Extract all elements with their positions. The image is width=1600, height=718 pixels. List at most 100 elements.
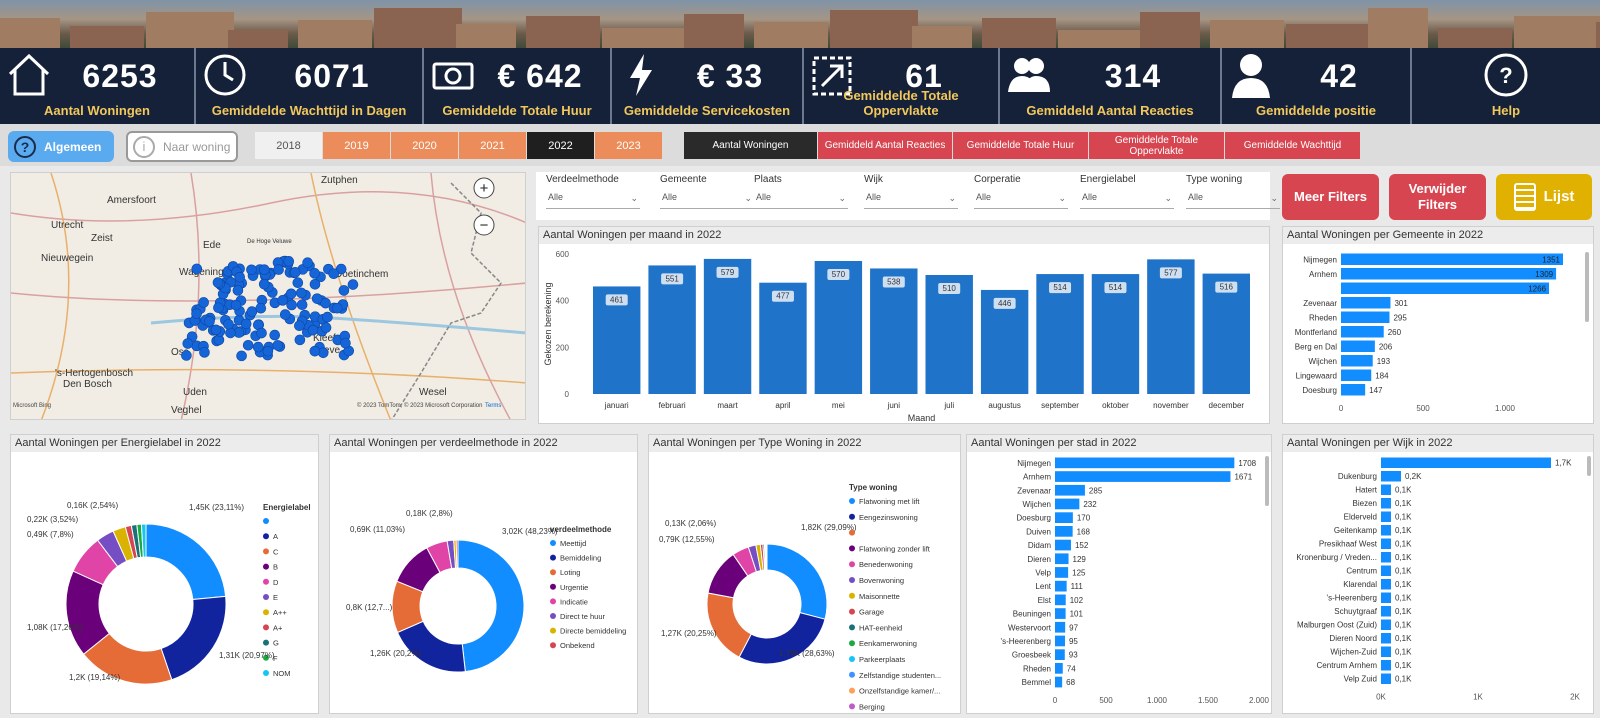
map-point[interactable] bbox=[232, 285, 244, 296]
map-point[interactable] bbox=[331, 302, 343, 314]
map-point[interactable] bbox=[322, 311, 333, 323]
map-point[interactable] bbox=[279, 309, 291, 320]
legend-item[interactable]: Onzelfstandige kamer/... bbox=[859, 687, 940, 696]
map-point[interactable] bbox=[225, 327, 236, 339]
bar[interactable] bbox=[1381, 457, 1551, 469]
filter-energielabel[interactable]: Energielabel Alle ⌄ bbox=[1080, 172, 1178, 220]
scrollbar[interactable] bbox=[1587, 456, 1591, 476]
bar[interactable] bbox=[1341, 268, 1557, 280]
legend-item[interactable]: Loting bbox=[560, 568, 580, 577]
bar[interactable] bbox=[1055, 498, 1080, 510]
legend-item[interactable]: NOM bbox=[273, 669, 291, 678]
map-point[interactable] bbox=[295, 287, 307, 299]
map-point[interactable] bbox=[256, 327, 267, 339]
measure-gemiddelde-totale-oppervlakte[interactable]: Gemiddelde Totale Oppervlakte bbox=[1089, 132, 1224, 159]
legend-item[interactable]: D bbox=[273, 578, 279, 587]
legend-item[interactable]: Flatwoning zonder lift bbox=[859, 544, 931, 553]
bar[interactable] bbox=[1055, 512, 1073, 523]
map-point[interactable] bbox=[191, 263, 203, 275]
map-point[interactable] bbox=[292, 277, 304, 289]
legend-item[interactable]: E bbox=[273, 593, 278, 602]
bar[interactable] bbox=[1381, 498, 1391, 509]
map-point[interactable] bbox=[302, 257, 313, 269]
legend-item[interactable]: Urgentie bbox=[560, 583, 588, 592]
bar[interactable] bbox=[1036, 274, 1084, 394]
bar[interactable] bbox=[1381, 619, 1391, 631]
bar[interactable] bbox=[870, 268, 918, 394]
measure-gemiddelde-totale-huur[interactable]: Gemiddelde Totale Huur bbox=[953, 132, 1088, 159]
filter-verdeelmethode[interactable]: Verdeelmethode Alle ⌄ bbox=[546, 172, 644, 220]
year-2023[interactable]: 2023 bbox=[595, 132, 662, 159]
map-point[interactable] bbox=[286, 299, 297, 311]
map-point[interactable] bbox=[277, 295, 289, 306]
filter-dropdown[interactable]: Alle ⌄ bbox=[1186, 192, 1280, 209]
bar[interactable] bbox=[648, 265, 696, 394]
naar-woning-button[interactable]: i Naar woning bbox=[126, 131, 238, 162]
bar[interactable] bbox=[1055, 635, 1065, 647]
map-point[interactable] bbox=[309, 345, 321, 357]
bar[interactable] bbox=[1147, 259, 1195, 394]
measure-aantal-woningen[interactable]: Aantal Woningen bbox=[684, 132, 817, 159]
donut-slice[interactable] bbox=[706, 592, 752, 658]
bar[interactable] bbox=[1341, 297, 1391, 309]
map-point[interactable] bbox=[204, 316, 215, 327]
measure-gemiddelde-wachttijd[interactable]: Gemiddelde Wachttijd bbox=[1225, 132, 1360, 159]
map-point[interactable] bbox=[210, 324, 222, 336]
map-point[interactable] bbox=[236, 350, 247, 362]
donut-slice[interactable] bbox=[766, 543, 828, 620]
bar[interactable] bbox=[1055, 594, 1066, 606]
map-point[interactable] bbox=[255, 302, 267, 314]
bar[interactable] bbox=[1055, 580, 1067, 592]
bar[interactable] bbox=[1381, 579, 1391, 590]
bar[interactable] bbox=[1055, 608, 1066, 619]
legend-item[interactable]: Onbekend bbox=[560, 641, 595, 650]
bar[interactable] bbox=[1381, 511, 1391, 523]
legend-item[interactable]: Flatwoning met lift bbox=[859, 497, 920, 506]
map-point[interactable] bbox=[272, 340, 284, 351]
bar[interactable] bbox=[1202, 273, 1250, 394]
map-point[interactable] bbox=[307, 324, 319, 336]
bar[interactable] bbox=[1341, 326, 1384, 338]
bar[interactable] bbox=[1381, 592, 1391, 604]
map-visual[interactable]: Amersfoort Utrecht Zeist Nieuwegein Ede Wagen… bbox=[10, 172, 526, 420]
bar[interactable] bbox=[1341, 282, 1550, 295]
bar[interactable] bbox=[1381, 646, 1391, 658]
map-point[interactable] bbox=[258, 278, 270, 290]
zoom-out-button[interactable]: − bbox=[473, 214, 495, 236]
bar[interactable] bbox=[1381, 471, 1401, 482]
bar[interactable] bbox=[1055, 539, 1071, 551]
donut-slice[interactable] bbox=[140, 523, 147, 558]
map-point[interactable] bbox=[283, 256, 295, 267]
year-2021[interactable]: 2021 bbox=[459, 132, 526, 159]
scrollbar[interactable] bbox=[1265, 456, 1269, 506]
bar[interactable] bbox=[1341, 253, 1563, 266]
donut-slice[interactable] bbox=[457, 539, 525, 673]
zoom-in-button[interactable]: + bbox=[473, 177, 495, 199]
filter-corperatie[interactable]: Corperatie Alle ⌄ bbox=[974, 172, 1072, 220]
legend-item[interactable]: G bbox=[273, 639, 279, 648]
map-point[interactable] bbox=[262, 345, 274, 357]
bar[interactable] bbox=[1055, 567, 1069, 578]
bar[interactable] bbox=[1055, 676, 1063, 688]
map-point[interactable] bbox=[273, 264, 284, 275]
legend-item[interactable]: Meettijd bbox=[560, 539, 586, 548]
bar[interactable] bbox=[1055, 621, 1066, 633]
filter-dropdown[interactable]: Alle ⌄ bbox=[1080, 192, 1174, 209]
map-point[interactable] bbox=[242, 339, 254, 351]
map-point[interactable] bbox=[294, 334, 306, 346]
legend-item[interactable]: Indicatie bbox=[560, 597, 588, 606]
map-point[interactable] bbox=[285, 288, 297, 300]
bar[interactable] bbox=[1091, 274, 1140, 394]
bar[interactable] bbox=[1381, 484, 1391, 496]
year-2018[interactable]: 2018 bbox=[255, 132, 322, 159]
kpi-help[interactable]: ? Help bbox=[1412, 48, 1600, 124]
map-point[interactable] bbox=[296, 299, 308, 311]
map-point[interactable] bbox=[320, 322, 332, 333]
map-point[interactable] bbox=[252, 341, 264, 353]
map-point[interactable] bbox=[294, 320, 305, 332]
meer-filters-button[interactable]: Meer Filters bbox=[1282, 174, 1379, 220]
donut-slice[interactable] bbox=[160, 595, 227, 681]
map-point[interactable] bbox=[213, 302, 224, 314]
bar[interactable] bbox=[1055, 649, 1065, 660]
lijst-button[interactable]: Lijst bbox=[1496, 174, 1592, 220]
